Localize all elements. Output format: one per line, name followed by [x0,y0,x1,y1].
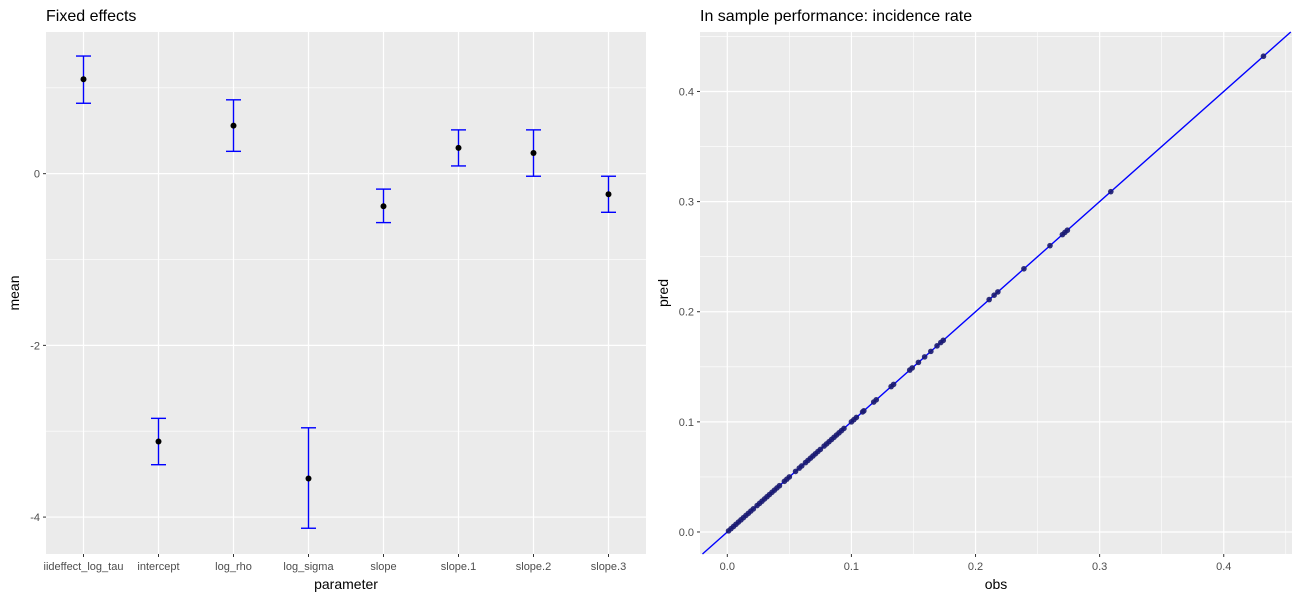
x-tick-label: slope.3 [591,561,626,573]
scatter-point [786,474,793,480]
scatter-point [1047,242,1053,249]
performance-gridlines [700,32,1292,554]
performance-title: In sample performance: incidence rate [700,8,972,25]
x-tick-label: iideffect_log_tau [44,561,124,573]
mean-point [80,76,87,83]
scatter-point [841,425,847,432]
x-tick-label: 0.3 [1092,561,1107,573]
y-tick-label: 0 [34,169,40,181]
x-tick-label: slope [370,561,396,573]
x-tick-label: intercept [137,561,179,573]
scatter-point [853,414,860,421]
scatter-point [921,354,928,360]
fixed-effects-ylabel: mean [6,275,22,310]
y-tick-label: 0.4 [679,86,694,98]
mean-point [230,122,237,129]
y-tick-label: -2 [30,340,40,352]
fixed-effects-title: Fixed effects [46,8,136,25]
scatter-point [890,381,897,388]
scatter-point [986,296,992,303]
fixed-effects-ticks: -4 -2 0 iideffect_log_tau intercept log_rho lo… [30,169,626,573]
performance-ylabel: pred [655,279,671,307]
fixed-effects-marks [76,55,616,529]
x-tick-label: log_sigma [283,561,334,573]
scatter-point [873,397,880,403]
fixed-effects-xlabel: parameter [314,576,378,592]
scatter-point [940,337,947,344]
y-tick-label: 0.1 [679,417,694,429]
x-tick-label: 0.0 [720,561,735,573]
x-tick-label: slope.1 [441,561,476,573]
scatter-point [776,482,783,489]
scatter-point [817,446,824,453]
mean-point [305,475,312,482]
mean-point [380,203,387,210]
fixed-effects-panel [46,32,646,554]
performance-marks [702,31,1292,555]
scatter-point [1108,188,1114,195]
scatter-point [928,348,934,355]
x-tick-label: log_rho [215,561,252,573]
y-tick-label: 0.0 [679,527,694,539]
fixed-effects-gridlines [46,32,646,554]
mean-point [530,150,537,157]
scatter-point [792,468,799,475]
x-tick-label: 0.1 [844,561,859,573]
y-tick-label: 0.3 [679,197,694,209]
scatter-point [915,359,922,366]
mean-point [155,438,162,445]
scatter-point [1260,53,1267,60]
scatter-point [750,506,757,512]
scatter-point [798,463,805,469]
scatter-point [861,408,867,414]
scatter-point [909,365,916,371]
x-tick-label: slope.2 [516,561,551,573]
mean-point [455,144,462,151]
scatter-point [995,289,1001,295]
scatter-point [991,292,997,299]
scatter-point [1064,227,1071,234]
scatter-point [934,343,940,349]
mean-point [605,191,612,198]
performance-ticks: 0.0 0.1 0.2 0.3 0.4 0.0 0.1 0.2 0.3 0.4 [679,86,1232,573]
x-tick-label: 0.4 [1216,561,1231,573]
y-tick-label: -4 [30,512,40,524]
performance-xlabel: obs [985,576,1008,592]
y-tick-label: 0.2 [679,307,694,319]
scatter-point [1021,265,1027,272]
x-tick-label: 0.2 [968,561,983,573]
